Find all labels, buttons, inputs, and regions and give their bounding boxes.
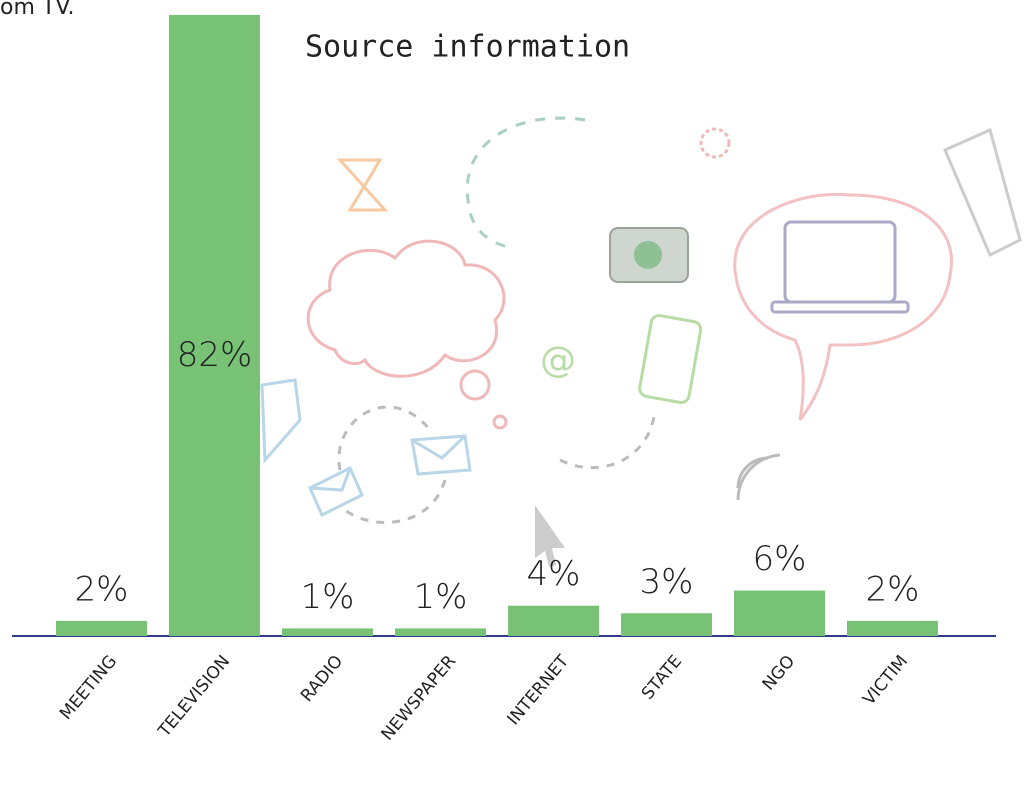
value-label: 2% <box>866 569 920 609</box>
bar <box>847 620 938 636</box>
value-label: 3% <box>640 562 694 602</box>
bar <box>56 620 147 636</box>
value-label: 82% <box>177 335 253 375</box>
bar <box>282 628 373 636</box>
value-label: 4% <box>527 554 581 594</box>
value-label: 6% <box>753 539 807 579</box>
x-tick-label: TELEVISION <box>154 652 234 742</box>
value-label: 2% <box>75 569 129 609</box>
x-tick-label: RADIO <box>297 652 347 706</box>
decoration: @ <box>260 116 1022 567</box>
bar <box>169 15 260 636</box>
bar <box>395 628 486 636</box>
caption: om TV. <box>0 0 75 20</box>
chart-title: Source information <box>305 30 630 65</box>
value-label: 1% <box>414 577 468 617</box>
x-tick-label: INTERNET <box>504 651 574 729</box>
bar <box>621 613 712 636</box>
x-tick-label: STATE <box>638 652 686 704</box>
x-tick-label: NGO <box>759 652 800 695</box>
x-tick-label: NEWSPAPER <box>378 651 461 744</box>
at-icon: @ <box>540 340 576 381</box>
x-tick-label: VICTIM <box>859 652 912 710</box>
x-tick-label: MEETING <box>56 652 121 724</box>
value-label: 1% <box>301 577 355 617</box>
bar <box>734 590 825 636</box>
bar <box>508 605 599 636</box>
